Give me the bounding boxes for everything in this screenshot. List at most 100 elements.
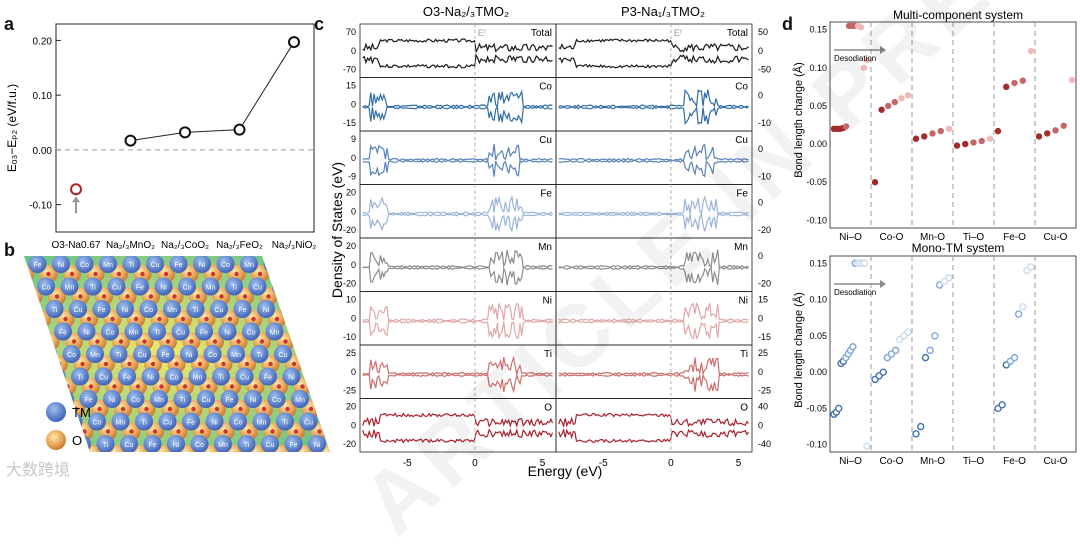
oxygen-core xyxy=(285,406,290,412)
tm-atom xyxy=(167,435,185,452)
tm-atom-label: Mn xyxy=(308,307,318,314)
dos-right-tick: -15 xyxy=(758,332,771,342)
oxygen-core xyxy=(187,271,192,277)
dos-row-frame xyxy=(359,130,557,185)
oxygen-core xyxy=(31,294,36,299)
panel-a-point xyxy=(179,126,191,139)
tm-atom-label: Co xyxy=(208,352,217,359)
panel-a-xtick-label: Na₂/₃NiO₂ xyxy=(272,240,317,251)
tm-atom-label: Ti xyxy=(77,375,83,382)
tm-atom xyxy=(169,256,188,273)
panel-c-ylabel: Density of States (eV) xyxy=(329,162,345,298)
dos-spin-down-line xyxy=(362,159,553,177)
dos-xtick-label: -5 xyxy=(599,458,608,469)
tm-atom-label: Ti xyxy=(141,420,147,427)
panel-a-ytick-label: 0.10 xyxy=(33,91,53,102)
tm-atom xyxy=(69,300,87,318)
oxygen-core xyxy=(140,271,145,277)
tm-atom-label: Fe xyxy=(277,285,285,292)
tm-atom-label: Co xyxy=(195,442,204,449)
oxygen-core xyxy=(244,361,250,367)
oxygen-core xyxy=(97,406,102,412)
dos-spin-up-line xyxy=(558,249,749,269)
bond-change-point xyxy=(1027,263,1035,271)
tm-atom xyxy=(180,345,198,363)
oxygen-core xyxy=(157,316,162,322)
bond-change-point xyxy=(917,422,925,431)
tm-atom-label: Ti xyxy=(218,375,224,382)
oxygen-core xyxy=(206,384,211,389)
tm-atom-label: Ni xyxy=(19,285,26,292)
dos-row-frame xyxy=(359,23,557,78)
panel-c-letter: c xyxy=(314,14,325,34)
bond-change-point xyxy=(953,142,961,149)
oxygen-core xyxy=(189,339,194,344)
panel-d-xtick-label: Ni–O xyxy=(839,232,862,243)
tm-atom-label: Co xyxy=(221,262,230,269)
oxygen-core xyxy=(112,384,117,389)
panel-d-title-bottom: Mono-TM system xyxy=(912,241,1005,255)
tm-atom-label: Cu xyxy=(279,352,288,359)
dos-left-tick: 20 xyxy=(346,402,356,412)
tm-atom xyxy=(282,367,301,386)
dos-spin-down-line xyxy=(558,266,749,286)
tm-atom-label: Fe xyxy=(148,442,156,449)
dos-left-tick: -20 xyxy=(343,439,356,449)
tm-atom xyxy=(92,300,111,318)
dos-left-tick: -20 xyxy=(343,279,356,289)
tm-atom-label: Mn xyxy=(65,285,75,292)
tm-atom xyxy=(178,277,196,296)
tm-atom-label: Cu xyxy=(163,420,172,427)
tm-atom-label: Ni xyxy=(160,285,167,292)
tm-atom-label: Ni xyxy=(147,375,154,382)
dos-row-frame xyxy=(359,344,557,399)
oxygen-core xyxy=(127,361,132,367)
tm-atom-label: Ti xyxy=(244,442,250,449)
dos-spin-up-line xyxy=(558,38,749,53)
tm-atom xyxy=(101,322,119,341)
tm-atom-label: Ti xyxy=(129,262,135,269)
tm-atom-label: Mn xyxy=(167,307,177,314)
dos-spin-up-line xyxy=(362,412,554,428)
tm-atom-label: Mn xyxy=(154,397,164,404)
oxygen-core xyxy=(86,316,92,322)
tm-atom-label: Cu xyxy=(112,285,121,292)
oxygen-core xyxy=(308,406,314,412)
tm-atom xyxy=(109,345,128,363)
oxygen-core xyxy=(118,339,124,344)
oxygen-core xyxy=(306,339,312,344)
tm-atom-label: Fe xyxy=(174,262,182,269)
tm-atom xyxy=(197,390,215,408)
tm-atom-label: Co xyxy=(285,307,294,314)
bond-change-point xyxy=(931,332,939,340)
oxygen-core xyxy=(242,294,248,299)
dos-spin-down-line xyxy=(558,159,749,178)
tm-atom xyxy=(111,412,130,431)
tm-atom xyxy=(52,256,70,273)
dos-row-frame xyxy=(555,237,753,292)
desodiation-label: Desodiation xyxy=(834,54,876,63)
bond-change-point xyxy=(835,404,843,413)
panel-d-ytick-label: -0.10 xyxy=(806,440,827,450)
dos-row-label: Ti xyxy=(740,349,748,360)
tm-atom xyxy=(28,256,47,273)
dos-left-tick: 0 xyxy=(351,367,356,377)
tm-atom xyxy=(214,435,232,452)
tm-atom-label: Co xyxy=(311,375,320,382)
bond-change-point xyxy=(879,368,887,376)
oxygen-core xyxy=(48,339,53,344)
dos-row-frame xyxy=(359,237,557,292)
dos-spin-up-line xyxy=(362,89,553,109)
dos-row-label: Cu xyxy=(735,135,748,146)
tm-atom xyxy=(244,390,262,408)
tm-atom-label: Cu xyxy=(99,375,108,382)
tm-atom-label: Fe xyxy=(225,397,233,404)
tm-atom xyxy=(143,435,162,452)
tm-atom xyxy=(148,322,166,341)
panel-a-ylabel: Eₒ₃−Eₚ₂ (eV/f.u.) xyxy=(5,84,19,172)
tm-atom-label: Ni xyxy=(301,285,308,292)
bond-change-point xyxy=(1052,127,1059,134)
panel-d-ylabel-top: Bond length change (Å) xyxy=(792,62,805,178)
tm-atom xyxy=(280,300,299,318)
panel-d-xtick-label: Ti–O xyxy=(963,232,985,243)
